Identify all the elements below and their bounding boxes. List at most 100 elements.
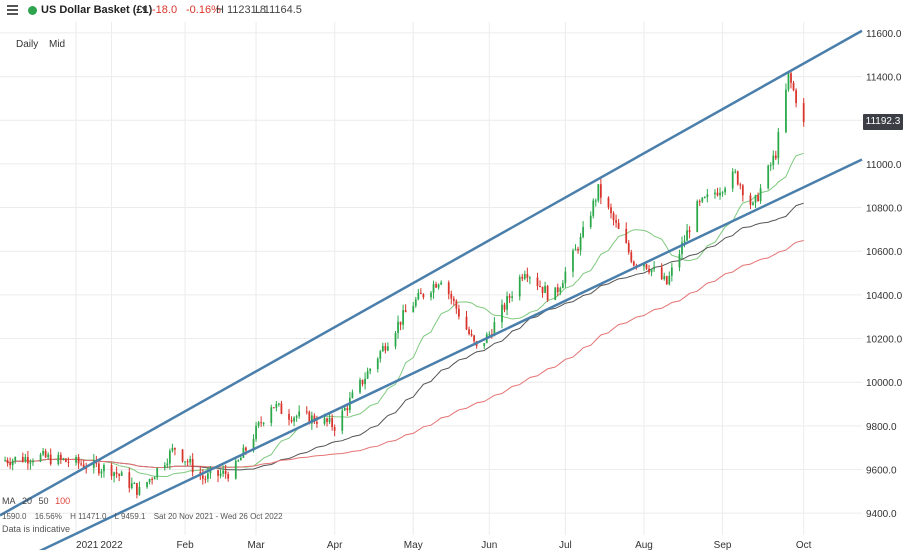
candle-body <box>594 200 597 202</box>
candle-body <box>11 460 14 466</box>
candle-body <box>757 195 759 202</box>
candle-body <box>166 463 169 466</box>
x-tick-label: Jul <box>559 540 572 550</box>
candle-body <box>668 275 671 285</box>
candle-body <box>399 321 402 325</box>
price-change-percent: -0.16% <box>186 4 221 16</box>
candle-body <box>305 411 308 413</box>
candle-body <box>394 333 397 347</box>
candle-body <box>653 267 655 270</box>
x-tick-label: Aug <box>635 540 653 550</box>
candle-body <box>607 197 610 208</box>
candle-body <box>546 286 549 300</box>
candle-body <box>65 458 67 462</box>
candle-body <box>589 215 592 227</box>
candle-body <box>397 321 399 334</box>
candle-body <box>701 197 704 202</box>
ma-legend[interactable]: MA 20 50 100 <box>2 496 74 506</box>
candle-body <box>759 188 762 202</box>
x-tick-label: Apr <box>327 540 343 550</box>
price-type-selector[interactable]: Mid <box>49 39 66 50</box>
candle-body <box>577 248 579 251</box>
candle-body <box>450 293 453 299</box>
candle-body <box>184 461 186 463</box>
candle-body <box>650 269 653 273</box>
candle-body <box>49 454 52 465</box>
timeframe-selector[interactable]: Daily <box>16 39 39 50</box>
candle-body <box>376 358 379 370</box>
candle-body <box>774 155 777 159</box>
candle-body <box>559 288 562 293</box>
candle-body <box>501 304 503 323</box>
candle-body <box>252 439 255 451</box>
candle-body <box>168 450 171 464</box>
candle-body <box>777 132 780 159</box>
trend-channel[interactable] <box>0 29 863 550</box>
y-tick-label: 10800.0 <box>866 204 903 215</box>
candle-body <box>341 410 344 431</box>
y-tick-label: 11400.0 <box>866 73 902 84</box>
candle-body <box>174 447 176 450</box>
candle-body <box>554 287 557 300</box>
candle-body <box>625 228 628 243</box>
candle-body <box>217 470 219 476</box>
ma100-label[interactable]: 100 <box>55 496 71 506</box>
candle-body <box>323 418 326 424</box>
x-tick-label: Sep <box>714 540 732 550</box>
candle-body <box>772 155 775 165</box>
y-axis: 11600.011400.011200.011000.010800.010600… <box>866 29 903 520</box>
instrument-dropdown-icon[interactable]: ▼ <box>140 4 149 14</box>
y-tick-label: 10000.0 <box>866 378 903 389</box>
ma20-label[interactable]: 20 <box>22 496 33 506</box>
candle-body <box>100 471 103 474</box>
candle-body <box>103 464 105 472</box>
candle-body <box>310 415 313 424</box>
candle-body <box>686 230 688 241</box>
candle-body <box>536 277 539 286</box>
candle-body <box>67 461 70 463</box>
menu-icon[interactable] <box>7 5 18 15</box>
x-grid-lines <box>75 22 805 535</box>
candle-body <box>422 293 425 298</box>
candle-body <box>579 236 582 251</box>
candle-body <box>787 73 790 90</box>
candle-body <box>313 415 316 422</box>
candle-body <box>541 286 544 293</box>
y-tick-label: 10200.0 <box>866 335 903 346</box>
ma50-label[interactable]: 50 <box>38 496 49 506</box>
range-stats: 1590.0 16.56% H 11471.0 L 9459.1 Sat 20 … <box>2 512 289 521</box>
candle-body <box>483 343 486 347</box>
candle-body <box>234 460 237 479</box>
instrument-name[interactable]: US Dollar Basket (£1) <box>41 4 153 16</box>
candle-body <box>298 411 301 417</box>
candle-body <box>518 276 521 297</box>
candle-body <box>328 417 331 422</box>
candle-body <box>724 188 726 193</box>
session-high: H 11231.8 <box>216 4 266 16</box>
candle-body <box>802 103 805 122</box>
candle-body <box>209 470 212 474</box>
range-dates: Sat 20 Nov 2021 - Wed 26 Oct 2022 <box>153 512 283 521</box>
candle-body <box>113 472 115 476</box>
x-tick-label: Jun <box>481 540 497 550</box>
candle-body <box>452 298 455 301</box>
candle-body <box>703 197 706 199</box>
y-tick-label: 11000.0 <box>866 160 902 171</box>
candle-body <box>564 271 567 284</box>
candle-body <box>146 482 148 488</box>
candle-body <box>417 292 420 300</box>
candle-body <box>387 346 389 351</box>
candle-body <box>627 242 630 253</box>
candle-body <box>75 456 77 463</box>
price-change: -18.0 <box>152 4 178 16</box>
candle-body <box>14 456 17 461</box>
candle-body <box>645 264 648 269</box>
candle-body <box>331 417 334 428</box>
candle-body <box>752 202 754 205</box>
x-axis: 2021 2022 Feb Mar Apr May Jun Jul Aug Sep Oct <box>76 540 812 550</box>
candle-body <box>721 192 724 194</box>
candle-body <box>769 164 772 166</box>
moving-average-lines <box>4 152 804 477</box>
y-tick-label: 10400.0 <box>866 291 903 302</box>
